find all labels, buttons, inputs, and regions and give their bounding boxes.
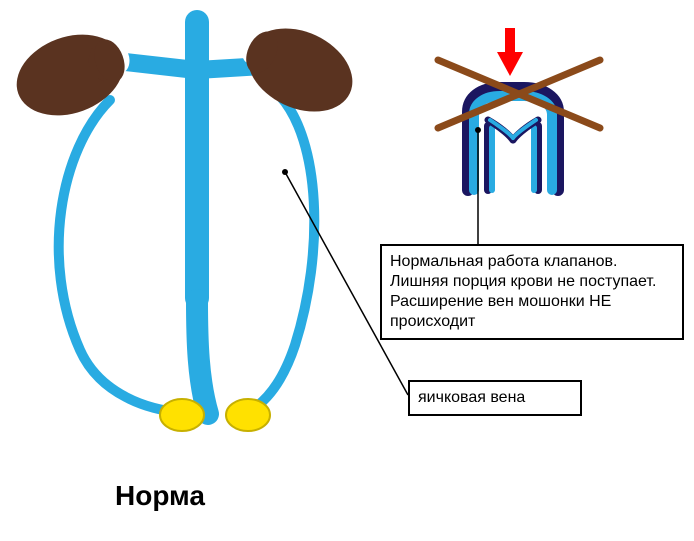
left-testicular-vein — [59, 100, 178, 412]
callout-valves-text: Нормальная работа клапанов. Лишняя порци… — [390, 253, 656, 330]
red-arrow — [497, 28, 523, 76]
right-testicular-vein — [248, 96, 314, 412]
vena-cava-tail — [197, 300, 208, 414]
figure-title-text: Норма — [115, 480, 205, 511]
vena-cava — [185, 10, 209, 310]
callout-valves: Нормальная работа клапанов. Лишняя порци… — [380, 244, 684, 340]
left-testis — [160, 399, 204, 431]
pointer-dot-valve — [475, 127, 481, 133]
pointer-dot-vein — [282, 169, 288, 175]
figure-title: Норма — [115, 480, 205, 512]
callout-vein-text: яичковая вена — [418, 389, 525, 406]
left-kidney — [5, 18, 141, 129]
callout-vein: яичковая вена — [408, 380, 582, 416]
right-testis — [226, 399, 270, 431]
